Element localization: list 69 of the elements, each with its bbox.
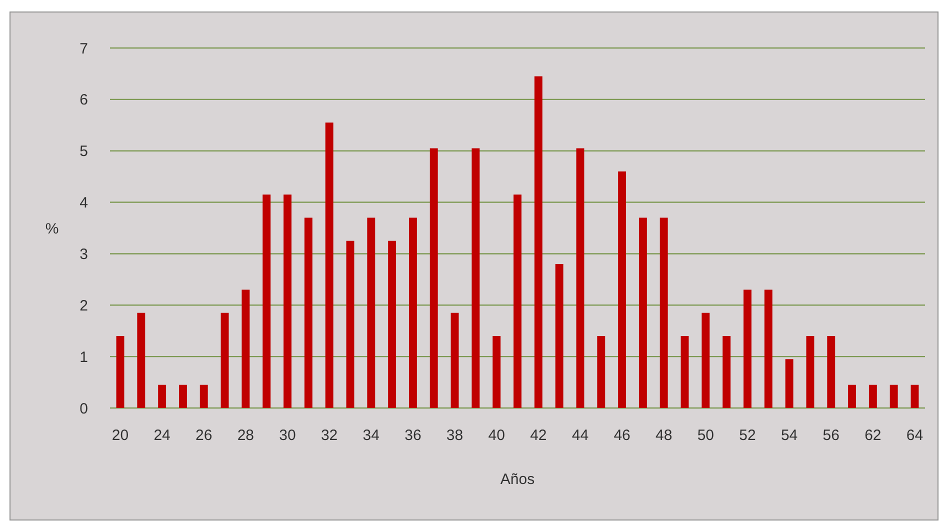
x-tick-label: 54 xyxy=(780,427,798,444)
bar xyxy=(702,312,710,408)
bar xyxy=(744,290,752,408)
x-tick-label: 64 xyxy=(906,427,924,444)
bar xyxy=(262,194,271,408)
bar xyxy=(346,240,354,408)
bar xyxy=(388,240,396,408)
y-tick-label: 3 xyxy=(80,246,88,263)
bar xyxy=(555,264,564,408)
x-tick-label: 42 xyxy=(530,427,547,444)
bar xyxy=(680,336,689,408)
x-tick-label: 46 xyxy=(614,427,630,444)
bar xyxy=(722,336,731,408)
bar xyxy=(597,336,606,408)
x-tick-label: 28 xyxy=(237,427,254,444)
bar xyxy=(910,384,919,408)
bar xyxy=(116,336,124,408)
bar xyxy=(618,171,626,408)
bar xyxy=(304,218,312,408)
bar xyxy=(534,76,542,408)
bar xyxy=(137,312,146,408)
bar xyxy=(367,218,376,408)
x-axis-title: Años xyxy=(500,471,535,488)
bar xyxy=(430,148,438,408)
bar xyxy=(220,312,229,408)
bar xyxy=(848,384,856,408)
bar xyxy=(492,336,501,408)
bar xyxy=(242,290,250,408)
y-tick-label: 6 xyxy=(80,92,88,109)
bar xyxy=(514,194,522,408)
x-tick-label: 48 xyxy=(656,427,672,444)
x-tick-label: 44 xyxy=(572,427,589,444)
bar xyxy=(178,384,187,408)
x-tick-label: 36 xyxy=(404,427,422,444)
bar xyxy=(158,384,166,408)
bar xyxy=(284,194,292,408)
x-tick-label: 24 xyxy=(154,427,170,444)
bar xyxy=(576,148,584,408)
x-tick-label: 20 xyxy=(112,427,129,444)
bar xyxy=(450,312,459,408)
x-tick-label: 56 xyxy=(822,427,840,444)
x-tick-label: 26 xyxy=(196,427,212,444)
bar xyxy=(827,336,836,408)
y-tick-label: 2 xyxy=(80,297,88,314)
y-tick-label: 1 xyxy=(80,348,88,366)
y-tick-label: 7 xyxy=(80,40,88,58)
x-tick-label: 34 xyxy=(362,427,380,444)
bar xyxy=(890,384,898,408)
bar xyxy=(472,148,480,408)
y-tick-label: 0 xyxy=(80,400,88,418)
bar xyxy=(764,290,772,408)
bar xyxy=(868,384,877,408)
y-tick-label: 4 xyxy=(80,194,88,212)
x-tick-label: 32 xyxy=(320,427,338,444)
y-tick-label: 5 xyxy=(80,143,88,160)
x-tick-label: 50 xyxy=(697,427,714,444)
x-tick-label: 40 xyxy=(488,427,505,444)
bar xyxy=(408,218,417,408)
bar xyxy=(660,218,668,408)
x-tick-label: 38 xyxy=(446,427,464,444)
y-axis-title: % xyxy=(45,220,59,238)
bar xyxy=(200,384,208,408)
bar xyxy=(638,218,647,408)
bar xyxy=(785,359,794,408)
bar xyxy=(806,336,814,408)
x-tick-label: 62 xyxy=(864,427,882,444)
x-tick-label: 52 xyxy=(739,427,756,444)
bar xyxy=(325,122,334,408)
x-tick-label: 30 xyxy=(279,427,296,444)
